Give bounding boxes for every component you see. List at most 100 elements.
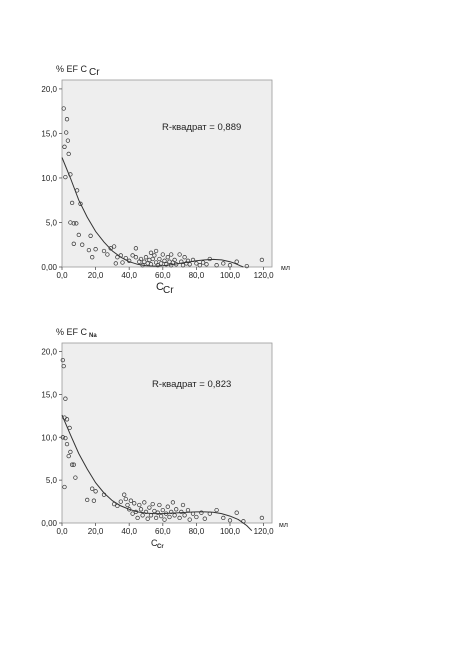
data-point — [132, 501, 137, 506]
data-point — [187, 517, 192, 522]
data-point — [165, 255, 170, 260]
data-point — [91, 498, 97, 503]
data-point — [179, 509, 184, 515]
data-point — [227, 518, 233, 523]
data-point — [115, 503, 120, 509]
data-point — [127, 258, 132, 263]
fit-curve — [61, 414, 253, 532]
data-point — [165, 504, 170, 509]
data-point — [185, 507, 191, 513]
data-point — [105, 252, 110, 257]
data-point — [133, 255, 139, 260]
y-tick-label: 15,0 — [41, 129, 57, 138]
data-point — [177, 252, 182, 257]
data-point — [137, 502, 142, 508]
data-point — [130, 253, 135, 258]
x-tick-label: 60,0 — [155, 271, 171, 280]
data-point — [162, 258, 167, 263]
data-point — [123, 496, 128, 502]
data-point — [62, 144, 67, 149]
data-point — [174, 507, 179, 512]
data-point — [111, 501, 117, 507]
data-point — [125, 502, 130, 508]
y-tick-label: 5,0 — [46, 218, 58, 227]
data-point — [93, 489, 98, 494]
x-tick-label: 80,0 — [189, 527, 205, 536]
data-point — [155, 263, 160, 268]
xticks-group-1: 0,0 20,0 40,0 60,0 80,0 100,0 120,0 — [56, 267, 274, 280]
r-squared-annotation-1: R-квадрат = 0,889 — [162, 122, 241, 133]
data-point — [221, 261, 226, 266]
data-point — [74, 188, 80, 193]
data-point — [148, 250, 154, 255]
data-point — [90, 486, 95, 491]
x-tick-label: 40,0 — [121, 271, 137, 280]
data-point — [169, 509, 174, 515]
data-point — [180, 263, 186, 268]
data-point — [68, 172, 73, 177]
data-point — [152, 508, 157, 514]
data-point — [200, 260, 206, 265]
data-point — [78, 201, 83, 206]
x-axis-label-main-1: C — [156, 281, 164, 293]
data-point — [73, 475, 78, 480]
y-tick-label: 5,0 — [46, 476, 58, 485]
fit-curve-group-1 — [61, 157, 244, 268]
data-point — [172, 513, 177, 518]
data-point — [214, 507, 219, 513]
data-point — [152, 253, 157, 258]
data-point — [157, 256, 162, 262]
data-point — [76, 232, 81, 238]
data-point — [115, 255, 120, 260]
data-point — [67, 425, 72, 431]
data-point — [66, 151, 71, 157]
y-tick-label: 10,0 — [41, 433, 57, 442]
y-axis-label-sub-2: Na — [89, 333, 97, 339]
chart-1: 0,00 5,0 10,0 15,0 20,0 0,0 20,0 40,0 60,0 80,0 1… — [41, 64, 289, 296]
y-tick-label: 20,0 — [41, 85, 57, 94]
data-point — [133, 246, 139, 251]
data-point — [64, 117, 70, 122]
data-point — [148, 513, 154, 518]
plot-area-2 — [61, 342, 273, 524]
data-point — [158, 513, 164, 519]
fit-curve-group-2 — [61, 414, 253, 532]
data-point — [164, 262, 169, 267]
data-point — [164, 511, 169, 516]
data-point — [63, 174, 68, 180]
data-point — [120, 260, 125, 265]
data-point — [138, 507, 144, 512]
data-point — [111, 244, 117, 249]
data-point — [127, 507, 132, 512]
data-point — [172, 257, 177, 263]
y-tick-label: 0,00 — [41, 263, 57, 272]
data-point — [185, 258, 191, 263]
data-point — [64, 417, 70, 422]
data-point — [118, 499, 123, 504]
data-point — [234, 259, 239, 264]
data-point — [61, 106, 66, 111]
data-point — [199, 510, 204, 515]
y-axis-label-sub-1: Cr — [89, 67, 100, 78]
data-point — [93, 247, 98, 252]
data-point — [60, 357, 65, 363]
data-point — [153, 248, 159, 254]
data-point — [153, 515, 159, 521]
data-point — [71, 221, 76, 226]
x-tick-label: 0,0 — [56, 271, 68, 280]
data-point — [85, 497, 90, 503]
data-point — [135, 515, 140, 521]
r-squared-annotation-2: R-квадрат = 0,823 — [152, 379, 231, 390]
data-point — [80, 242, 85, 247]
data-point — [207, 511, 212, 516]
data-point — [194, 261, 199, 266]
data-point — [182, 513, 187, 518]
data-point — [69, 200, 75, 206]
data-point — [150, 501, 155, 507]
points-group-1 — [61, 106, 265, 269]
data-point — [63, 435, 68, 441]
data-point — [101, 248, 107, 254]
data-point — [130, 511, 135, 516]
data-point — [66, 453, 71, 459]
